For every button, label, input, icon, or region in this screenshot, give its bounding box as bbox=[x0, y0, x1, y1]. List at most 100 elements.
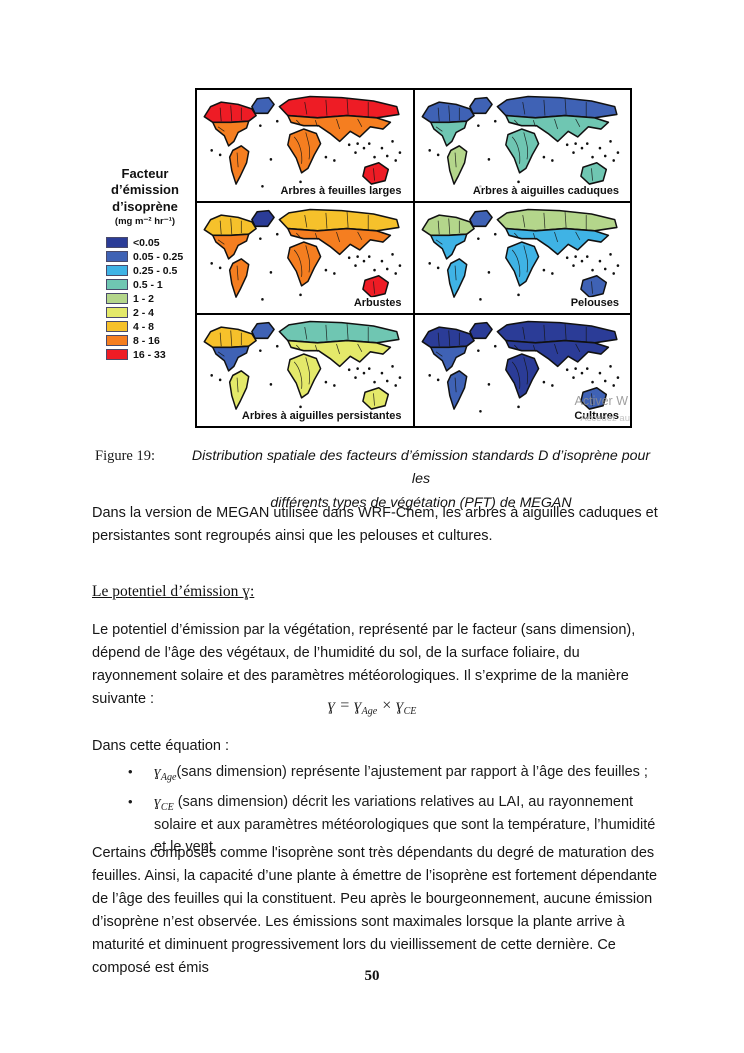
paragraph-emission-potential: Le potentiel d’émission par la végétatio… bbox=[92, 622, 636, 707]
island-dot bbox=[210, 261, 213, 265]
country-border-line bbox=[305, 244, 311, 273]
island-dot bbox=[550, 159, 554, 162]
island-dot bbox=[380, 372, 384, 375]
figure-caption-line: différents types de végétation (PFT) de … bbox=[270, 494, 572, 511]
region-africa bbox=[504, 240, 539, 287]
island-dot bbox=[324, 155, 328, 159]
island-dot bbox=[580, 259, 583, 263]
country-border-line bbox=[217, 126, 225, 132]
island-dot bbox=[598, 259, 601, 263]
country-border-line bbox=[437, 333, 440, 347]
island-dot bbox=[299, 405, 302, 409]
legend-bin: 0.25 - 0.5 bbox=[106, 264, 197, 278]
paragraph-megan-version: Dans la version de MEGAN utilisée dans W… bbox=[92, 505, 658, 544]
country-border-line bbox=[454, 152, 456, 168]
island-dot bbox=[275, 345, 279, 348]
legend-bin: <0.05 bbox=[106, 236, 197, 250]
region-africa bbox=[287, 353, 322, 399]
country-border-line bbox=[230, 218, 233, 234]
region-na_south bbox=[212, 345, 250, 373]
island-dot bbox=[373, 381, 376, 384]
region-africa bbox=[287, 240, 322, 287]
island-dot bbox=[436, 153, 439, 157]
island-dot bbox=[550, 384, 554, 388]
island-dot bbox=[516, 293, 520, 296]
bullet-marker: • bbox=[128, 764, 133, 779]
island-dot bbox=[380, 146, 384, 150]
island-dot bbox=[324, 381, 328, 384]
figure-caption-number: Figure 19: bbox=[95, 448, 156, 464]
island-dot bbox=[275, 119, 279, 123]
country-border-line bbox=[435, 239, 443, 245]
country-border-line bbox=[511, 136, 520, 164]
windows-activation-watermark-line1: Activer W bbox=[574, 393, 628, 408]
country-border-line bbox=[219, 220, 222, 234]
country-border-line bbox=[236, 265, 239, 280]
region-southamerica bbox=[446, 257, 467, 298]
region-africa bbox=[504, 128, 539, 174]
gamma-age-symbol: ɣAge bbox=[154, 764, 177, 783]
bin-label: 16 - 33 bbox=[133, 348, 166, 361]
region-southamerica bbox=[228, 370, 250, 411]
island-dot bbox=[391, 365, 394, 369]
island-dot bbox=[611, 384, 615, 388]
island-dot bbox=[598, 146, 601, 150]
country-border-line bbox=[357, 231, 363, 240]
country-border-line bbox=[435, 126, 443, 132]
region-greenland bbox=[468, 96, 493, 115]
region-eurasia_north bbox=[278, 95, 400, 119]
paragraph-equation-intro: Dans cette équation : bbox=[92, 738, 230, 754]
region-greenland bbox=[251, 209, 275, 227]
island-dot bbox=[608, 140, 612, 143]
country-border-line bbox=[564, 211, 566, 228]
island-dot bbox=[269, 158, 273, 161]
island-dot bbox=[385, 267, 389, 271]
map-panel-label: Arbustes bbox=[352, 297, 403, 310]
country-border-line bbox=[217, 239, 225, 245]
island-dot bbox=[354, 376, 357, 380]
region-na_north bbox=[421, 326, 475, 349]
map-panel-grasslands: Pelouses bbox=[414, 202, 630, 314]
island-dot bbox=[487, 270, 490, 274]
gamma-ce-symbol: ɣCE bbox=[154, 793, 174, 813]
island-dot bbox=[573, 254, 577, 258]
island-dot bbox=[356, 367, 359, 371]
island-dot bbox=[580, 146, 583, 150]
country-border-line bbox=[532, 345, 536, 353]
country-border-line bbox=[521, 214, 525, 228]
country-border-line bbox=[564, 324, 566, 340]
map-panel-label: Arbres à aiguilles caduques bbox=[471, 184, 620, 197]
color-swatch bbox=[106, 307, 128, 319]
island-dot bbox=[573, 142, 577, 145]
color-swatch bbox=[106, 237, 128, 249]
island-dot bbox=[585, 254, 589, 258]
country-border-line bbox=[336, 118, 340, 130]
country-border-line bbox=[513, 345, 519, 351]
island-dot bbox=[436, 266, 439, 269]
country-border-line bbox=[230, 105, 233, 122]
country-border-line bbox=[219, 107, 222, 122]
country-border-line bbox=[296, 232, 301, 238]
island-dot bbox=[427, 374, 431, 378]
map-panel-broadleaf-trees: Arbres à feuilles larges bbox=[197, 90, 413, 201]
country-border-line bbox=[590, 280, 593, 294]
island-dot bbox=[571, 151, 575, 154]
legend-bin: 4 - 8 bbox=[106, 320, 197, 334]
region-na_south bbox=[429, 120, 467, 147]
bin-label: <0.05 bbox=[133, 236, 160, 249]
region-na_south bbox=[212, 120, 250, 147]
island-dot bbox=[616, 376, 619, 380]
region-eurasia_north bbox=[278, 321, 400, 344]
country-border-line bbox=[553, 118, 558, 130]
island-dot bbox=[394, 159, 397, 162]
legend-bin: 16 - 33 bbox=[106, 348, 197, 362]
country-border-line bbox=[314, 345, 318, 353]
island-dot bbox=[391, 252, 394, 256]
country-border-line bbox=[373, 393, 375, 407]
bin-label: 0.25 - 0.5 bbox=[133, 264, 178, 277]
island-dot bbox=[608, 252, 612, 256]
region-greenland bbox=[251, 96, 275, 115]
country-border-line bbox=[325, 99, 328, 116]
island-dot bbox=[218, 266, 222, 269]
